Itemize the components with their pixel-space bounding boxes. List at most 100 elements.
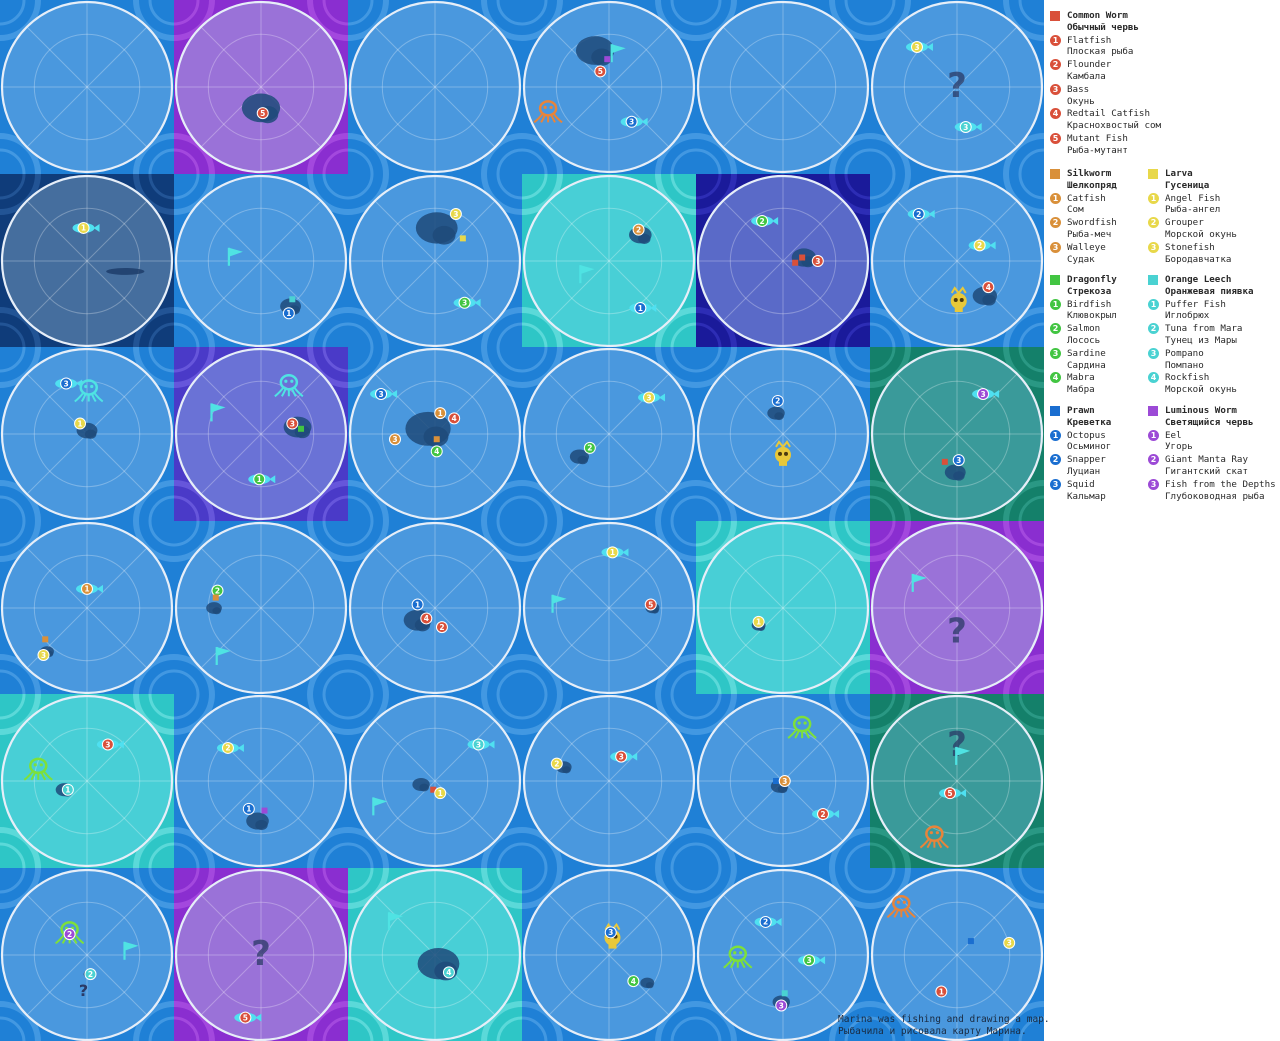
fish-icon[interactable]: 3: [972, 387, 1000, 400]
fish-spot-marker[interactable]: 5: [944, 787, 957, 800]
flag-icon[interactable]: [210, 403, 226, 422]
question-icon[interactable]: ?: [251, 934, 271, 974]
fish-spot-marker[interactable]: 1: [606, 545, 619, 558]
fish-spot-marker[interactable]: 3: [952, 454, 965, 467]
fish-spot-marker[interactable]: 1: [752, 615, 765, 628]
flag-icon[interactable]: [215, 646, 231, 665]
fish-icon[interactable]: 3: [370, 387, 398, 400]
fish-spot-marker[interactable]: 3: [286, 417, 299, 430]
bait-square-icon[interactable]: [459, 234, 466, 241]
fish-icon[interactable]: 2: [216, 741, 244, 754]
fish-spot-marker[interactable]: 3: [643, 391, 656, 404]
flag-icon[interactable]: [610, 44, 626, 63]
flag-icon[interactable]: [372, 797, 388, 816]
bait-square-icon[interactable]: [773, 778, 780, 784]
fish-spot-marker[interactable]: 4: [430, 445, 443, 458]
fish-spot-marker[interactable]: 5: [239, 1011, 252, 1024]
fish-spot-marker[interactable]: 3: [604, 925, 617, 938]
map-tile[interactable]: 1: [696, 520, 870, 695]
bait-square-icon[interactable]: [781, 989, 788, 996]
fish-spot-marker[interactable]: 2: [583, 441, 596, 454]
fish-icon[interactable]: 2: [754, 915, 782, 928]
fish-spot-marker[interactable]: 1: [253, 473, 266, 486]
fish-spot-marker[interactable]: 2: [211, 584, 224, 597]
question-icon[interactable]: ?: [947, 725, 967, 765]
flag-icon[interactable]: [551, 594, 567, 613]
fish-spot-marker[interactable]: 2: [759, 915, 772, 928]
map-tile[interactable]: ? 5: [870, 694, 1044, 868]
fish-spot-marker[interactable]: 3: [1003, 936, 1016, 949]
fish-spot-marker[interactable]: 4: [420, 611, 433, 624]
bait-square-icon[interactable]: [261, 807, 268, 814]
fish-spot-marker[interactable]: 5: [256, 107, 269, 120]
map-tile[interactable]: ?: [870, 520, 1044, 695]
fish-spot-marker[interactable]: 3: [910, 40, 923, 53]
fish-spot-marker[interactable]: 2: [435, 620, 448, 633]
fish-icon[interactable]: 3: [610, 750, 638, 763]
fish-spot-marker[interactable]: 1: [411, 598, 424, 611]
creature-icon[interactable]: [919, 825, 949, 849]
fish-spot-marker[interactable]: 3: [388, 433, 401, 446]
fish-spot-marker[interactable]: 1: [434, 407, 447, 420]
fish-spot-marker[interactable]: 1: [74, 417, 87, 430]
flag-icon[interactable]: [387, 911, 403, 930]
fish-icon[interactable]: 3: [638, 391, 666, 404]
fish-spot-marker[interactable]: 1: [77, 221, 90, 234]
bait-square-icon[interactable]: [298, 425, 305, 432]
map-tile[interactable]: 2: [696, 347, 870, 521]
map-tile[interactable]: 1: [174, 173, 348, 348]
fish-spot-marker[interactable]: 2: [221, 741, 234, 754]
fish-spot-marker[interactable]: 2: [550, 757, 563, 770]
flag-icon[interactable]: [227, 247, 243, 266]
map-tile[interactable]: 3? 3: [870, 0, 1044, 174]
map-tile[interactable]: [0, 0, 174, 174]
map-tile[interactable]: 2 2?: [0, 867, 174, 1041]
creature-icon[interactable]: [886, 894, 916, 918]
fish-spot-marker[interactable]: 5: [594, 65, 607, 78]
fish-spot-marker[interactable]: 3: [615, 750, 628, 763]
bait-square-icon[interactable]: [430, 786, 437, 793]
fish-spot-marker[interactable]: 1: [282, 306, 295, 319]
fish-icon[interactable]: 1: [248, 473, 276, 486]
fish-spot-marker[interactable]: 2: [973, 238, 986, 251]
map-tile[interactable]: [348, 0, 522, 174]
fish-icon[interactable]: 1: [72, 221, 100, 234]
fish-spot-marker[interactable]: 3: [803, 953, 816, 966]
creature-icon[interactable]: [723, 944, 753, 969]
fish-icon[interactable]: 2: [968, 238, 996, 251]
creature-icon[interactable]: [74, 379, 104, 403]
fish-spot-marker[interactable]: 4: [982, 280, 995, 293]
creature-icon[interactable]: [23, 757, 53, 781]
fish-icon[interactable]: 1: [601, 545, 629, 558]
map-tile[interactable]: 4: [348, 867, 522, 1041]
fish-icon[interactable]: 2: [812, 808, 840, 821]
fish-icon[interactable]: 3: [798, 953, 826, 966]
fish-spot-marker[interactable]: 3: [778, 775, 791, 787]
bait-square-icon[interactable]: [604, 56, 611, 63]
fish-spot-marker[interactable]: 1: [61, 783, 74, 796]
flag-icon[interactable]: [123, 941, 139, 960]
question-icon[interactable]: ?: [947, 611, 967, 651]
bait-square-icon[interactable]: [799, 254, 806, 261]
fish-spot-marker[interactable]: 2: [771, 394, 784, 407]
fish-spot-marker[interactable]: 1: [634, 301, 647, 314]
question-icon[interactable]: ?: [79, 980, 88, 999]
fish-spot-marker[interactable]: 1: [242, 802, 255, 815]
map-tile[interactable]: [696, 0, 870, 174]
fish-spot-marker[interactable]: 2: [84, 967, 97, 980]
fish-spot-marker[interactable]: 3: [449, 207, 462, 220]
